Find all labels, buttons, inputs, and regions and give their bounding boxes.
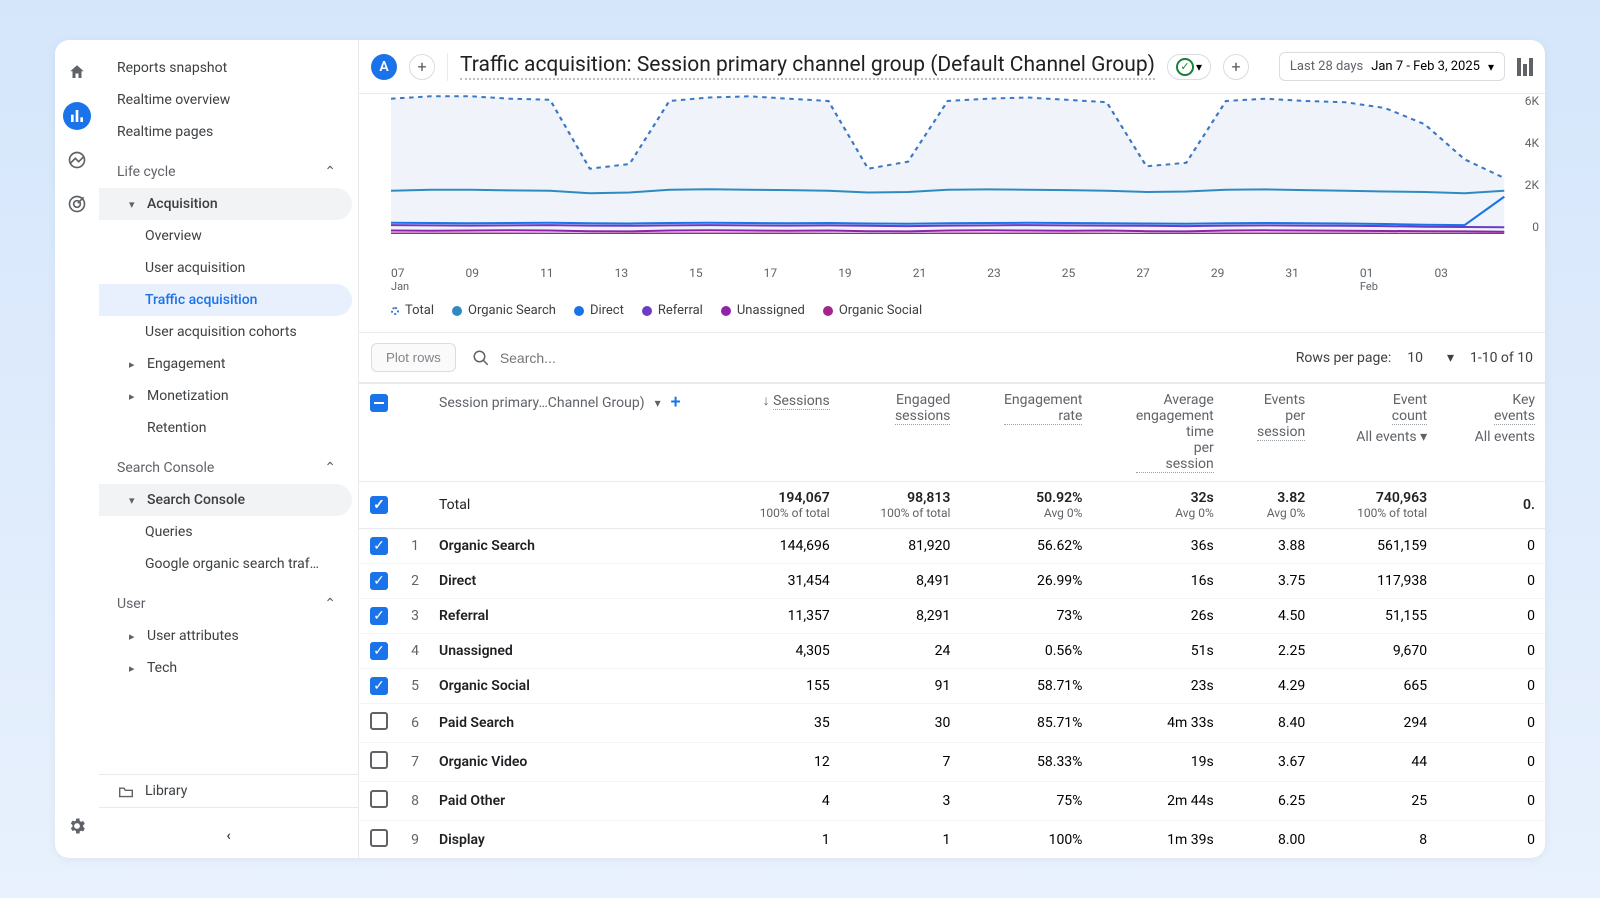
search-input[interactable] <box>500 350 700 366</box>
table-row[interactable]: 6 Paid Search 35 30 85.71% 4m 33s 8.40 2… <box>359 704 1545 743</box>
chevron-down-icon[interactable]: ▾ <box>1447 350 1454 366</box>
sidebar-item[interactable]: ▾Acquisition <box>99 188 352 220</box>
divider <box>447 53 448 81</box>
legend-item[interactable]: Unassigned <box>721 303 805 318</box>
sidebar-item-reports-snapshot[interactable]: Reports snapshot <box>99 52 352 84</box>
sidebar-subitem[interactable]: Queries <box>99 516 352 548</box>
row-checkbox[interactable]: ✓ <box>370 677 388 695</box>
table-row[interactable]: ✓ 5 Organic Social 155 91 58.71% 23s 4.2… <box>359 669 1545 704</box>
legend-item[interactable]: Direct <box>574 303 624 318</box>
sidebar-group-header[interactable]: User⌃ <box>99 588 352 620</box>
chart-area: 6K4K2K0 07Jan09111315171921232527293101F… <box>359 94 1545 333</box>
status-pill[interactable]: ✓ ▾ <box>1167 54 1211 80</box>
column-header[interactable]: ↓ Sessions <box>719 384 840 482</box>
legend-item[interactable]: Organic Search <box>452 303 556 318</box>
plot-rows-button[interactable]: Plot rows <box>371 343 456 372</box>
data-table: Session primary…Channel Group) ▾ + ↓ Ses… <box>359 383 1545 858</box>
rows-range: 1-10 of 10 <box>1470 350 1533 366</box>
table-row[interactable]: ✓ 4 Unassigned 4,305 24 0.56% 51s 2.25 9… <box>359 634 1545 669</box>
row-checkbox[interactable] <box>370 712 388 730</box>
icon-rail <box>55 40 99 858</box>
library-label: Library <box>145 783 187 799</box>
add-comparison-button[interactable]: + <box>409 54 435 80</box>
legend-item[interactable]: Total <box>391 303 434 318</box>
advertising-icon[interactable] <box>63 190 91 218</box>
sidebar-group-header[interactable]: Search Console⌃ <box>99 452 352 484</box>
table-row[interactable]: ✓ 2 Direct 31,454 8,491 26.99% 16s 3.75 … <box>359 564 1545 599</box>
line-chart <box>391 94 1545 234</box>
sidebar-collapse-icon[interactable]: ‹ <box>99 828 358 844</box>
table-row[interactable]: 8 Paid Other 4 3 75% 2m 44s 6.25 25 0 <box>359 782 1545 821</box>
rows-per-page: Rows per page: 10 ▾ 1-10 of 10 <box>1296 350 1533 366</box>
table-row[interactable]: ✓ 3 Referral 11,357 8,291 73% 26s 4.50 5… <box>359 599 1545 634</box>
table-row[interactable]: 7 Organic Video 12 7 58.33% 19s 3.67 44 … <box>359 743 1545 782</box>
sidebar-subitem[interactable]: User acquisition cohorts <box>99 316 352 348</box>
row-checkbox[interactable]: ✓ <box>370 572 388 590</box>
column-header[interactable]: Engagedsessions <box>840 384 961 482</box>
chart-legend: Total Organic Search Direct Referral Unassig… <box>391 293 1545 332</box>
sidebar-item[interactable]: Retention <box>99 412 352 444</box>
report-title: Traffic acquisition: Session primary cha… <box>460 53 1155 80</box>
row-checkbox[interactable]: ✓ <box>370 537 388 555</box>
table-row[interactable]: ✓ 1 Organic Search 144,696 81,920 56.62%… <box>359 529 1545 564</box>
sidebar-subitem[interactable]: User acquisition <box>99 252 352 284</box>
add-dimension-button[interactable]: + <box>671 392 681 413</box>
table-controls: Plot rows Rows per page: 10 ▾ 1-10 of 10 <box>359 333 1545 383</box>
home-icon[interactable] <box>63 58 91 86</box>
row-checkbox[interactable]: ✓ <box>370 607 388 625</box>
y-axis: 6K4K2K0 <box>1525 94 1539 234</box>
x-axis: 07Jan09111315171921232527293101Feb03 <box>391 264 1545 293</box>
sidebar-item[interactable]: ▾Search Console <box>99 484 352 516</box>
reports-icon[interactable] <box>63 102 91 130</box>
row-checkbox[interactable]: ✓ <box>370 496 388 514</box>
column-header[interactable]: Eventspersession <box>1224 384 1315 482</box>
daterange-label: Last 28 days <box>1290 59 1363 74</box>
sidebar-item[interactable]: ▸Engagement <box>99 348 352 380</box>
column-header[interactable]: KeyeventsAll events <box>1437 384 1545 482</box>
topbar: A + Traffic acquisition: Session primary… <box>359 40 1545 94</box>
sidebar-item-realtime-overview[interactable]: Realtime overview <box>99 84 352 116</box>
search-box[interactable] <box>472 349 1280 367</box>
table-row-total: ✓ Total 194,067100% of total 98,813100% … <box>359 482 1545 529</box>
sidebar-item[interactable]: ▸Monetization <box>99 380 352 412</box>
row-checkbox[interactable] <box>370 829 388 847</box>
add-button[interactable]: + <box>1223 54 1249 80</box>
chevron-down-icon: ▾ <box>1488 60 1494 74</box>
row-checkbox[interactable]: ✓ <box>370 642 388 660</box>
settings-icon[interactable] <box>63 812 91 840</box>
sidebar-subitem[interactable]: Traffic acquisition <box>99 284 352 316</box>
chevron-down-icon[interactable]: ▾ <box>655 396 661 410</box>
sidebar-subitem[interactable]: Overview <box>99 220 352 252</box>
sidebar-item[interactable]: ▸User attributes <box>99 620 352 652</box>
date-range-picker[interactable]: Last 28 days Jan 7 - Feb 3, 2025 ▾ <box>1279 52 1505 81</box>
legend-item[interactable]: Organic Social <box>823 303 922 318</box>
row-checkbox[interactable] <box>370 751 388 769</box>
compare-icon[interactable] <box>1517 58 1533 76</box>
account-chip[interactable]: A <box>371 54 397 80</box>
column-header[interactable]: Engagementrate <box>960 384 1092 482</box>
rpp-value[interactable]: 10 <box>1407 350 1423 366</box>
column-header[interactable]: Averageengagementtimepersession <box>1092 384 1223 482</box>
dimension-header[interactable]: Session primary…Channel Group) <box>439 395 645 411</box>
app-window: Reports snapshot Realtime overview Realt… <box>55 40 1545 858</box>
main: A + Traffic acquisition: Session primary… <box>359 40 1545 858</box>
table-row[interactable]: 9 Display 1 1 100% 1m 39s 8.00 8 0 <box>359 821 1545 859</box>
sidebar-item-realtime-pages[interactable]: Realtime pages <box>99 116 352 148</box>
sidebar: Reports snapshot Realtime overview Realt… <box>99 40 359 858</box>
rpp-label: Rows per page: <box>1296 350 1391 366</box>
sidebar-item[interactable]: ▸Tech <box>99 652 352 684</box>
legend-item[interactable]: Referral <box>642 303 703 318</box>
sidebar-library[interactable]: Library <box>99 774 358 808</box>
explore-icon[interactable] <box>63 146 91 174</box>
search-icon <box>472 349 490 367</box>
daterange-value: Jan 7 - Feb 3, 2025 <box>1371 59 1480 74</box>
select-all-checkbox[interactable] <box>370 394 388 412</box>
sidebar-group-header[interactable]: Life cycle⌃ <box>99 156 352 188</box>
column-header[interactable]: EventcountAll events ▾ <box>1315 384 1437 482</box>
check-icon: ✓ <box>1176 58 1194 76</box>
sidebar-subitem[interactable]: Google organic search traf… <box>99 548 352 580</box>
chevron-down-icon: ▾ <box>1196 60 1202 74</box>
row-checkbox[interactable] <box>370 790 388 808</box>
